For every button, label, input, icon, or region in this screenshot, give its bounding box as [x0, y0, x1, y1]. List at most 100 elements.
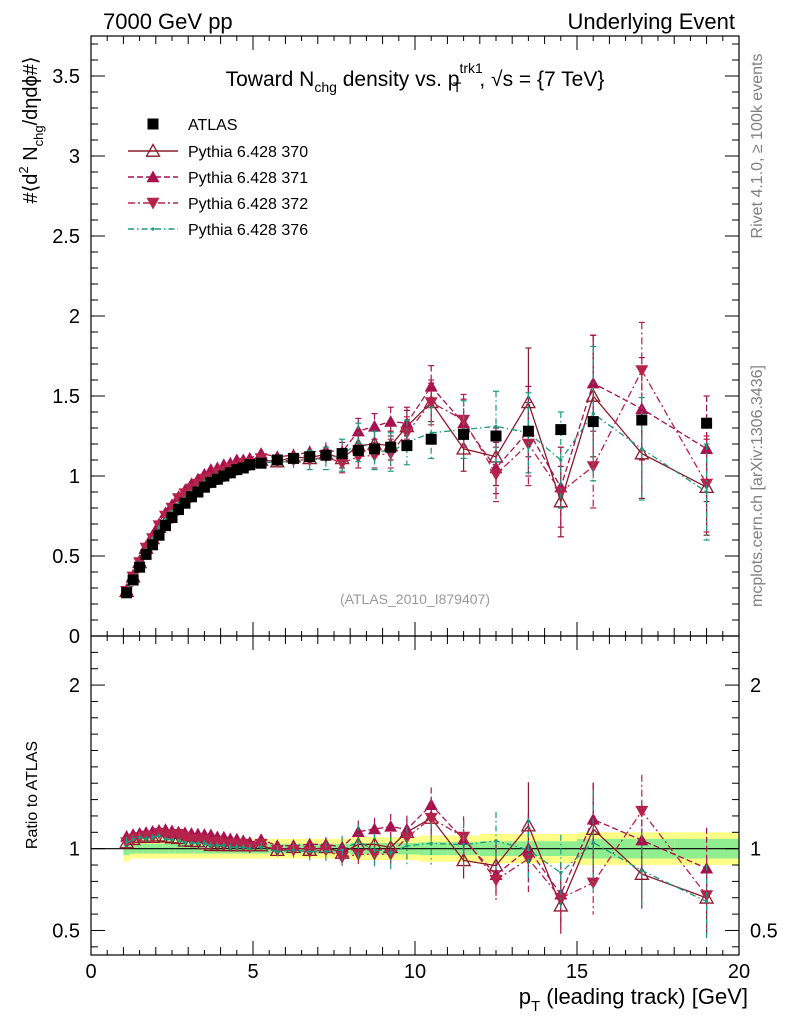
series-atlas	[121, 414, 713, 599]
data-point	[224, 467, 236, 479]
data-point	[176, 501, 181, 505]
analysis-id: (ATLAS_2010_I879407)	[340, 591, 490, 607]
data-point	[385, 441, 397, 453]
ratio-y-tick-label: 0.5	[52, 920, 80, 942]
x-tick-label: 5	[247, 961, 258, 983]
data-point	[521, 438, 535, 451]
ratio-point	[591, 840, 595, 845]
legend-item: Pythia 6.428 371	[128, 170, 308, 187]
ratio-point	[248, 847, 252, 851]
ratio-point	[291, 848, 296, 852]
data-point	[701, 417, 713, 429]
ratio-point	[163, 837, 168, 841]
ratio-point	[494, 839, 498, 843]
legend: ATLAS Pythia 6.428 370 Pythia 6.428 371 Pyt…	[128, 117, 308, 239]
y-axis-label: #⟨d2 Nchg/dηdϕ#⟩	[16, 56, 46, 203]
ratio-y-axis-label: Ratio to ATLAS	[24, 741, 41, 849]
legend-marker	[146, 197, 160, 210]
ratio-point	[196, 841, 200, 845]
data-point	[179, 497, 191, 509]
data-point	[424, 397, 438, 409]
legend-label: Pythia 6.428 376	[188, 222, 308, 239]
ratio-point	[462, 843, 466, 847]
mcplots-label: mcplots.cern.ch [arXiv:1306.3436]	[749, 365, 766, 607]
legend-marker	[151, 227, 155, 231]
data-point	[368, 419, 381, 432]
ratio-point	[202, 841, 206, 845]
data-point	[335, 458, 349, 470]
ratio-point	[215, 843, 219, 847]
y-tick-label: 0.5	[52, 546, 80, 568]
legend-marker	[147, 118, 159, 130]
legend-label: ATLAS	[188, 117, 238, 134]
ratio-point	[259, 845, 263, 849]
legend-item: Pythia 6.428 376	[128, 222, 308, 239]
series-pythia-6-428-372	[120, 321, 714, 598]
ratio-point	[125, 841, 129, 845]
data-point	[635, 365, 649, 377]
data-point	[288, 452, 299, 464]
data-point	[425, 433, 437, 445]
ratio-point	[384, 819, 398, 832]
data-point	[192, 486, 204, 498]
ratio-series-pythia-6-428-376	[125, 791, 709, 939]
ratio-point	[176, 838, 181, 842]
data-point	[134, 561, 146, 573]
data-point	[591, 412, 595, 416]
ratio-point	[183, 841, 187, 845]
ratio-point	[424, 812, 438, 825]
ratio-point	[209, 843, 213, 847]
series-line	[126, 394, 707, 592]
legend-marker	[145, 143, 161, 157]
data-point	[490, 430, 502, 442]
ratio-point	[340, 848, 344, 852]
ratio-point	[634, 866, 650, 880]
ratio-point	[235, 845, 239, 849]
data-point	[211, 473, 223, 485]
data-point	[153, 529, 165, 541]
ratio-point	[400, 832, 414, 845]
y-tick-label: 1.5	[52, 386, 80, 408]
data-point	[705, 490, 709, 494]
ratio-plot	[119, 774, 715, 939]
ratio-point	[429, 841, 433, 845]
ratio-point	[559, 871, 563, 875]
main-plot	[119, 321, 715, 599]
x-axis-label: pT (leading track) [GeV]	[519, 984, 748, 1015]
y-tick-label: 0	[69, 626, 80, 648]
data-point	[587, 416, 599, 428]
series-line	[126, 412, 707, 592]
data-point	[554, 486, 568, 499]
data-point	[455, 440, 472, 455]
data-point	[356, 440, 360, 444]
ratio-point	[526, 848, 531, 852]
ratio-y-tick-label: 1	[69, 839, 80, 861]
data-point	[457, 414, 471, 427]
y-tick-label: 2	[69, 306, 80, 328]
ratio-point	[190, 833, 206, 848]
ratio-point	[351, 825, 365, 837]
data-point	[170, 509, 174, 513]
ratio-point	[335, 840, 349, 853]
ratio-point	[144, 837, 148, 841]
ratio-point	[368, 849, 381, 861]
data-point	[429, 431, 433, 435]
ratio-y-tick-label-right: 2	[750, 675, 761, 697]
y-tick-label: 3.5	[52, 66, 80, 88]
y-tick-label: 1	[69, 466, 80, 488]
data-point	[586, 461, 600, 473]
header-left: 7000 GeV pp	[103, 9, 233, 34]
data-point	[489, 469, 503, 481]
data-point	[384, 415, 398, 427]
data-point	[185, 491, 197, 503]
data-point	[401, 440, 413, 452]
x-tick-label: 15	[566, 961, 588, 983]
legend-marker	[146, 170, 160, 183]
data-point	[231, 464, 243, 476]
data-point	[160, 520, 172, 532]
data-point	[255, 457, 267, 469]
legend-item: ATLAS	[147, 117, 238, 134]
ratio-point	[275, 850, 279, 854]
data-point	[320, 449, 332, 461]
